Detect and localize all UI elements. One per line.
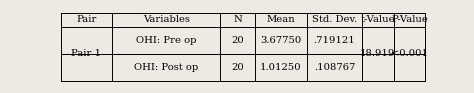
- Text: Mean: Mean: [266, 15, 295, 24]
- Text: 20: 20: [231, 63, 244, 72]
- Text: 1.01250: 1.01250: [260, 63, 302, 72]
- Text: N: N: [233, 15, 242, 24]
- Text: .108767: .108767: [314, 63, 355, 72]
- Text: 18.919: 18.919: [360, 49, 395, 58]
- Text: .719121: .719121: [313, 36, 355, 45]
- Text: Std. Dev.: Std. Dev.: [312, 15, 357, 24]
- Text: 20: 20: [231, 36, 244, 45]
- Text: Pair 1: Pair 1: [72, 49, 101, 58]
- Text: 3.67750: 3.67750: [260, 36, 301, 45]
- Text: OHI: Post op: OHI: Post op: [134, 63, 198, 72]
- Text: OHI: Pre op: OHI: Pre op: [136, 36, 196, 45]
- Text: <0.001: <0.001: [391, 49, 428, 58]
- Text: Pair: Pair: [76, 15, 97, 24]
- Text: P-Value: P-Value: [391, 15, 428, 24]
- Text: t-Value: t-Value: [360, 15, 395, 24]
- Text: Variables: Variables: [143, 15, 190, 24]
